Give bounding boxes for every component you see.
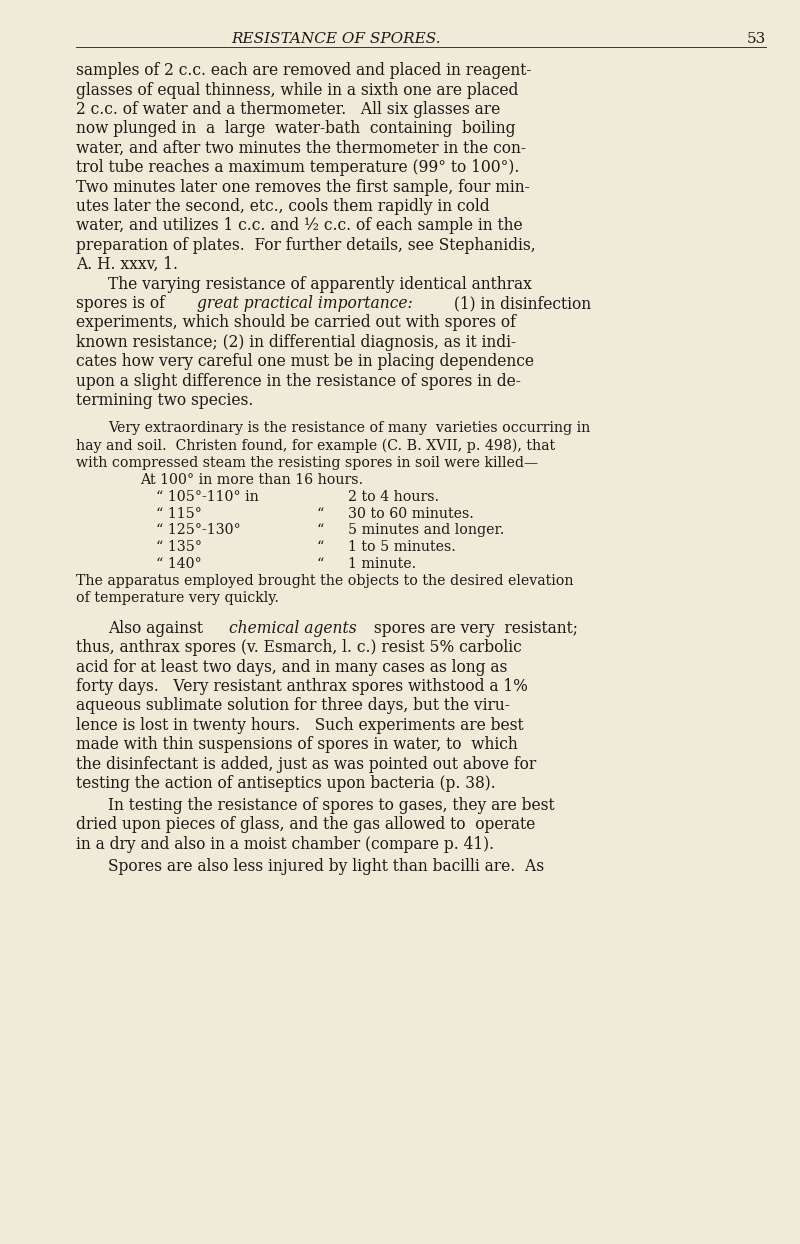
Text: aqueous sublimate solution for three days, but the viru-: aqueous sublimate solution for three day… bbox=[76, 698, 510, 714]
Text: “: “ bbox=[316, 540, 323, 554]
Text: spores are very  resistant;: spores are very resistant; bbox=[370, 620, 578, 637]
Text: “ 105°-110° in: “ 105°-110° in bbox=[156, 490, 258, 504]
Text: Spores are also less injured by light than bacilli are.  As: Spores are also less injured by light th… bbox=[108, 857, 544, 875]
Text: “ 125°-130°: “ 125°-130° bbox=[156, 524, 241, 537]
Text: In testing the resistance of spores to gases, they are best: In testing the resistance of spores to g… bbox=[108, 797, 554, 814]
Text: spores is of: spores is of bbox=[76, 295, 170, 312]
Text: (1) in disinfection: (1) in disinfection bbox=[450, 295, 591, 312]
Text: in a dry and also in a moist chamber (compare p. 41).: in a dry and also in a moist chamber (co… bbox=[76, 836, 494, 852]
Text: “: “ bbox=[316, 557, 323, 571]
Text: forty days.   Very resistant anthrax spores withstood a 1%: forty days. Very resistant anthrax spore… bbox=[76, 678, 528, 695]
Text: now plunged in  a  large  water-bath  containing  boiling: now plunged in a large water-bath contai… bbox=[76, 121, 515, 137]
Text: 1 minute.: 1 minute. bbox=[348, 557, 416, 571]
Text: At 100° in more than 16 hours.: At 100° in more than 16 hours. bbox=[140, 473, 363, 486]
Text: Two minutes later one removes the first sample, four min-: Two minutes later one removes the first … bbox=[76, 179, 530, 195]
Text: 1 to 5 minutes.: 1 to 5 minutes. bbox=[348, 540, 456, 554]
Text: lence is lost in twenty hours.   Such experiments are best: lence is lost in twenty hours. Such expe… bbox=[76, 717, 524, 734]
Text: great practical importance:: great practical importance: bbox=[198, 295, 413, 312]
Text: samples of 2 c.c. each are removed and placed in reagent-: samples of 2 c.c. each are removed and p… bbox=[76, 62, 531, 80]
Text: “: “ bbox=[316, 506, 323, 520]
Text: Also against: Also against bbox=[108, 620, 208, 637]
Text: chemical agents: chemical agents bbox=[230, 620, 357, 637]
Text: RESISTANCE OF SPORES.: RESISTANCE OF SPORES. bbox=[231, 32, 441, 46]
Text: testing the action of antiseptics upon bacteria (p. 38).: testing the action of antiseptics upon b… bbox=[76, 775, 496, 792]
Text: acid for at least two days, and in many cases as long as: acid for at least two days, and in many … bbox=[76, 658, 507, 675]
Text: “ 140°: “ 140° bbox=[156, 557, 202, 571]
Text: 2 c.c. of water and a thermometer.   All six glasses are: 2 c.c. of water and a thermometer. All s… bbox=[76, 101, 500, 118]
Text: The varying resistance of apparently identical anthrax: The varying resistance of apparently ide… bbox=[108, 276, 532, 292]
Text: the disinfectant is added, just as was pointed out above for: the disinfectant is added, just as was p… bbox=[76, 755, 536, 773]
Text: termining two species.: termining two species. bbox=[76, 392, 254, 409]
Text: glasses of equal thinness, while in a sixth one are placed: glasses of equal thinness, while in a si… bbox=[76, 82, 518, 98]
Text: cates how very careful one must be in placing dependence: cates how very careful one must be in pl… bbox=[76, 353, 534, 371]
Text: 30 to 60 minutes.: 30 to 60 minutes. bbox=[348, 506, 474, 520]
Text: upon a slight difference in the resistance of spores in de-: upon a slight difference in the resistan… bbox=[76, 373, 521, 389]
Text: “ 135°: “ 135° bbox=[156, 540, 202, 554]
Text: dried upon pieces of glass, and the gas allowed to  operate: dried upon pieces of glass, and the gas … bbox=[76, 816, 535, 833]
Text: “: “ bbox=[316, 524, 323, 537]
Text: water, and utilizes 1 c.c. and ½ c.c. of each sample in the: water, and utilizes 1 c.c. and ½ c.c. of… bbox=[76, 218, 522, 234]
Text: with compressed steam the resisting spores in soil were killed—: with compressed steam the resisting spor… bbox=[76, 455, 538, 470]
Text: hay and soil.  Christen found, for example (C. B. XVII, p. 498), that: hay and soil. Christen found, for exampl… bbox=[76, 439, 555, 453]
Text: utes later the second, etc., cools them rapidly in cold: utes later the second, etc., cools them … bbox=[76, 198, 490, 215]
Text: experiments, which should be carried out with spores of: experiments, which should be carried out… bbox=[76, 315, 516, 331]
Text: 53: 53 bbox=[747, 32, 766, 46]
Text: “ 115°: “ 115° bbox=[156, 506, 202, 520]
Text: preparation of plates.  For further details, see Stephanidis,: preparation of plates. For further detai… bbox=[76, 236, 536, 254]
Text: Very extraordinary is the resistance of many  varieties occurring in: Very extraordinary is the resistance of … bbox=[108, 422, 590, 435]
Text: trol tube reaches a maximum temperature (99° to 100°).: trol tube reaches a maximum temperature … bbox=[76, 159, 519, 177]
Text: thus, anthrax spores (v. Esmarch, l. c.) resist 5% carbolic: thus, anthrax spores (v. Esmarch, l. c.)… bbox=[76, 639, 522, 656]
Text: 2 to 4 hours.: 2 to 4 hours. bbox=[348, 490, 439, 504]
Text: The apparatus employed brought the objects to the desired elevation: The apparatus employed brought the objec… bbox=[76, 573, 574, 587]
Text: water, and after two minutes the thermometer in the con-: water, and after two minutes the thermom… bbox=[76, 139, 526, 157]
Text: A. H. xxxv, 1.: A. H. xxxv, 1. bbox=[76, 256, 178, 274]
Text: made with thin suspensions of spores in water, to  which: made with thin suspensions of spores in … bbox=[76, 736, 518, 753]
Text: 5 minutes and longer.: 5 minutes and longer. bbox=[348, 524, 504, 537]
Text: known resistance; (2) in differential diagnosis, as it indi-: known resistance; (2) in differential di… bbox=[76, 333, 516, 351]
Text: of temperature very quickly.: of temperature very quickly. bbox=[76, 591, 279, 605]
